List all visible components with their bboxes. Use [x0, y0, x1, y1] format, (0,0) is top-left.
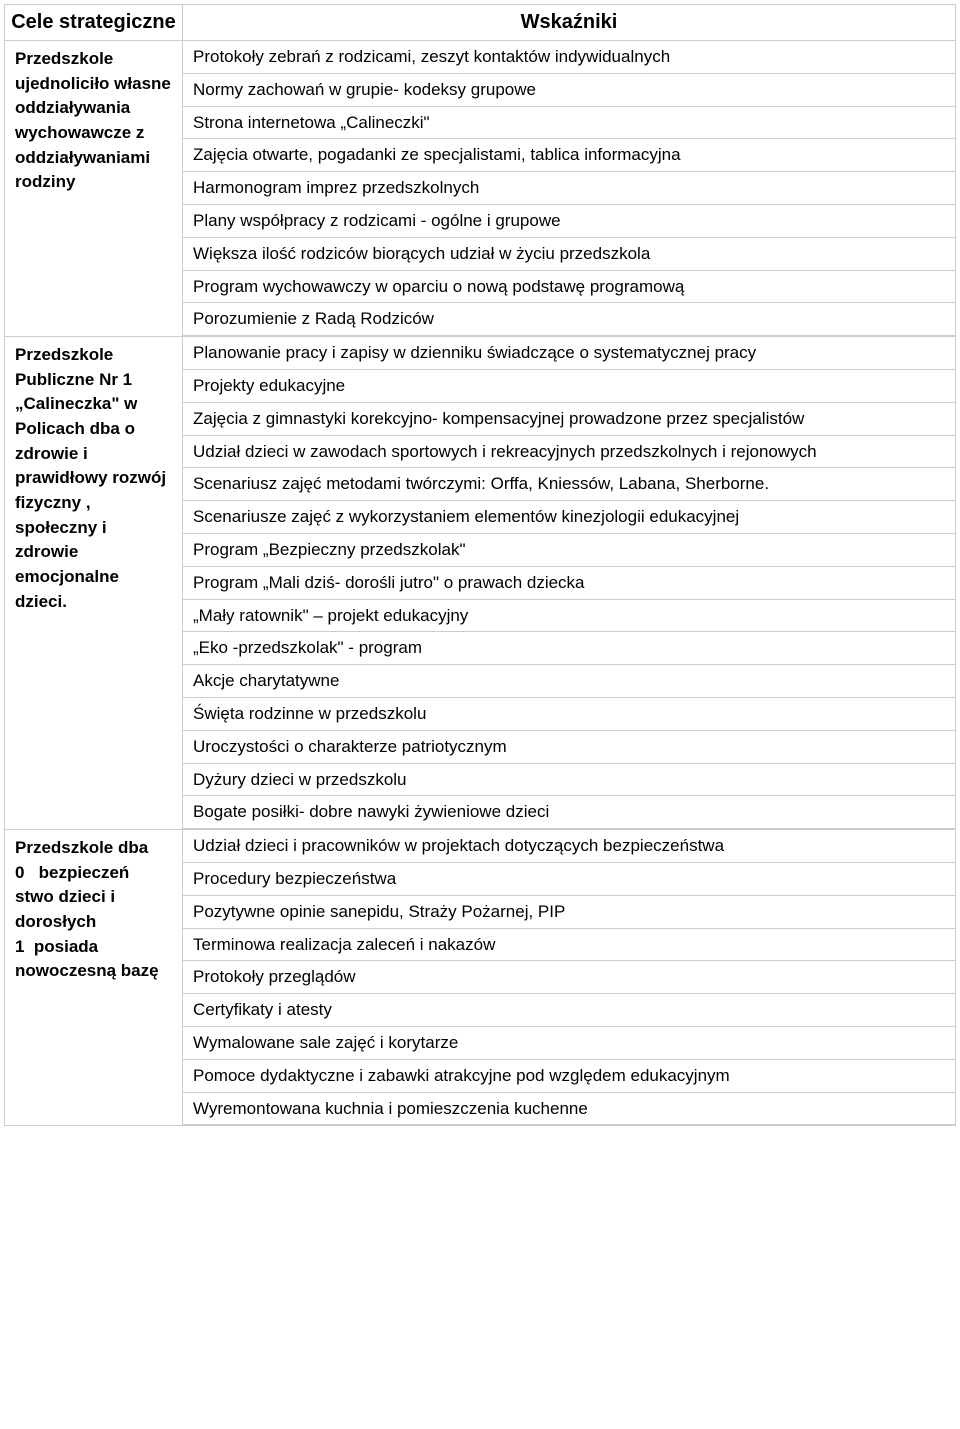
indicator-item: Harmonogram imprez przedszkolnych [183, 172, 955, 205]
table-row: Przedszkole dba 0 bezpieczeń stwo dzieci… [5, 830, 956, 1126]
indicator-item: Terminowa realizacja zaleceń i nakazów [183, 928, 955, 961]
indicator-item: Wymalowane sale zajęć i korytarze [183, 1026, 955, 1059]
indicator-item: Porozumienie z Radą Rodziców [183, 303, 955, 336]
indicator-item: Planowanie pracy i zapisy w dzienniku św… [183, 337, 955, 369]
indicator-item: Scenariusz zajęć metodami twórczymi: Orf… [183, 468, 955, 501]
indicator-item: Dyżury dzieci w przedszkolu [183, 763, 955, 796]
indicator-item: Pozytywne opinie sanepidu, Straży Pożarn… [183, 895, 955, 928]
indicator-item: Wyremontowana kuchnia i pomieszczenia ku… [183, 1092, 955, 1125]
indicator-item: Plany współpracy z rodzicami - ogólne i … [183, 204, 955, 237]
indicator-list: Protokoły zebrań z rodzicami, zeszyt kon… [183, 41, 955, 336]
indicator-item: Normy zachowań w grupie- kodeksy grupowe [183, 73, 955, 106]
table-row: Przedszkole ujednoliciło własne oddziały… [5, 41, 956, 337]
indicators-cell: Udział dzieci i pracowników w projektach… [183, 830, 956, 1126]
indicator-list: Planowanie pracy i zapisy w dzienniku św… [183, 337, 955, 829]
indicator-item: Zajęcia z gimnastyki korekcyjno- kompens… [183, 402, 955, 435]
table-row: Przedszkole Publiczne Nr 1 „Calineczka" … [5, 337, 956, 830]
indicators-cell: Protokoły zebrań z rodzicami, zeszyt kon… [183, 41, 956, 337]
indicator-item: Bogate posiłki- dobre nawyki żywieniowe … [183, 796, 955, 829]
indicator-item: Udział dzieci i pracowników w projektach… [183, 830, 955, 862]
indicator-item: „Eko -przedszkolak" - program [183, 632, 955, 665]
indicator-item: Program wychowawczy w oparciu o nową pod… [183, 270, 955, 303]
indicator-item: Święta rodzinne w przedszkolu [183, 697, 955, 730]
table-body: Przedszkole ujednoliciło własne oddziały… [5, 41, 956, 1126]
indicator-item: Projekty edukacyjne [183, 369, 955, 402]
indicator-item: Protokoły przeglądów [183, 961, 955, 994]
indicator-item: Certyfikaty i atesty [183, 994, 955, 1027]
indicator-item: Protokoły zebrań z rodzicami, zeszyt kon… [183, 41, 955, 73]
goal-cell: Przedszkole Publiczne Nr 1 „Calineczka" … [5, 337, 183, 830]
indicator-item: Pomoce dydaktyczne i zabawki atrakcyjne … [183, 1059, 955, 1092]
strategic-goals-table: Cele strategiczne Wskaźniki Przedszkole … [4, 4, 956, 1126]
indicator-item: Strona internetowa „Calineczki" [183, 106, 955, 139]
header-goals: Cele strategiczne [5, 5, 183, 41]
indicator-item: Scenariusze zajęć z wykorzystaniem eleme… [183, 501, 955, 534]
indicator-item: Uroczystości o charakterze patriotycznym [183, 730, 955, 763]
indicator-item: „Mały ratownik" – projekt edukacyjny [183, 599, 955, 632]
indicator-item: Większa ilość rodziców biorących udział … [183, 237, 955, 270]
indicator-item: Zajęcia otwarte, pogadanki ze specjalist… [183, 139, 955, 172]
goal-cell: Przedszkole ujednoliciło własne oddziały… [5, 41, 183, 337]
indicator-item: Udział dzieci w zawodach sportowych i re… [183, 435, 955, 468]
indicator-list: Udział dzieci i pracowników w projektach… [183, 830, 955, 1125]
indicator-item: Akcje charytatywne [183, 665, 955, 698]
indicator-item: Program „Bezpieczny przedszkolak" [183, 533, 955, 566]
indicators-cell: Planowanie pracy i zapisy w dzienniku św… [183, 337, 956, 830]
indicator-item: Program „Mali dziś- dorośli jutro" o pra… [183, 566, 955, 599]
goal-cell: Przedszkole dba 0 bezpieczeń stwo dzieci… [5, 830, 183, 1126]
header-indicators: Wskaźniki [183, 5, 956, 41]
indicator-item: Procedury bezpieczeństwa [183, 862, 955, 895]
